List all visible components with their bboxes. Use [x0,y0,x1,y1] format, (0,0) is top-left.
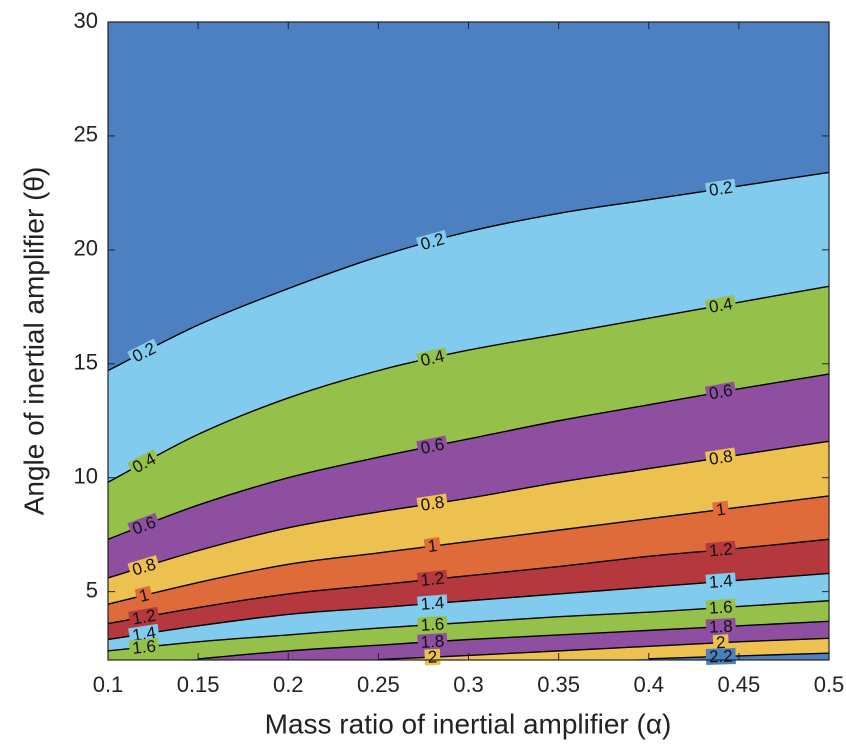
contour-label-group: 1.2 [705,539,737,560]
contour-label-group: 0.4 [704,294,737,317]
y-tick-label: 15 [74,350,98,375]
contour-label-gap [705,540,737,560]
contour-label-group: 1.8 [417,632,448,652]
contour-label-gap [127,512,161,539]
contour-label-gap [416,229,449,254]
contour-label-group: 1.2 [416,569,449,590]
contour-label: 0.4 [419,346,446,370]
contour-label: 2 [427,647,437,666]
contour-label: 0.2 [708,178,734,200]
contour-label-gap [712,500,730,519]
contour-line [378,637,829,660]
contour-label-group: 0.4 [416,346,449,370]
contour-label-gap [704,178,737,199]
contour-label-group: 0.8 [416,493,449,515]
contour-label-gap [417,594,448,613]
contour-label-group: 1 [712,500,730,520]
contour-label: 0.8 [419,493,445,515]
contour-label-group: 0.8 [704,446,737,469]
contour-label-group: 0.2 [704,178,737,200]
contour-label-gap [424,648,441,666]
contour-label-group: 0.6 [416,435,449,458]
contour-label: 1 [427,536,439,556]
contour-label-gap [712,634,729,652]
axes: 0.1 0.15 0.2 0.25 0.3 0.35 0.4 0.45 0.5 5 10 15 20 25… [74,8,845,697]
contour-label: 1.4 [708,571,733,592]
contour-labels: 0.20.20.20.40.40.40.60.60.60.80.80.81111… [127,178,737,667]
contour-label: 1.6 [420,614,445,634]
x-tick-label: 0.15 [177,672,220,697]
contour-label: 1.6 [708,597,733,617]
contour-label-gap [128,606,161,628]
x-axis-label: Mass ratio of inertial amplifier (α) [265,708,672,739]
contour-label: 1.6 [131,637,156,658]
x-tick-label: 0.1 [93,672,124,697]
y-tick-label: 10 [74,464,98,489]
x-tick-label: 0.35 [537,672,580,697]
y-tick-label: 25 [74,122,98,147]
contour-label-gap [417,615,448,634]
contour-label-group: 1.4 [417,593,448,614]
x-tick-label: 0.25 [357,672,400,697]
contour-label: 0.8 [708,446,734,468]
contour-label-group: 1.6 [417,614,448,635]
contour-label-gap [416,493,449,514]
contour-label: 1 [137,585,151,606]
y-tick-label: 30 [74,8,98,33]
contour-label-group: 1 [134,585,154,606]
contour-label: 0.4 [708,294,735,317]
contour-label-gap [127,449,161,478]
contour-label-gap [127,338,161,367]
y-tick-label: 20 [74,236,98,261]
contour-label-gap [704,294,737,316]
contour-label-group: 2 [712,633,729,652]
contour-label: 0.6 [419,435,446,458]
contour-label-gap [134,585,154,606]
contour-label-gap [705,598,737,617]
contour-label-gap [127,555,161,579]
x-tick-label: 0.3 [453,672,484,697]
contour-label-gap [417,632,448,651]
contour-label-gap [704,381,737,403]
contour-label: 1.2 [131,606,158,629]
contour-label: 1.8 [709,617,734,637]
contour-label-group: 2.2 [705,647,736,667]
contour-label: 0.6 [708,381,735,404]
contour-label: 2.2 [709,647,733,667]
contour-label: 1.8 [420,632,445,652]
contour-label-gap [416,435,449,458]
contour-label-group: 1 [423,536,442,556]
contour-label-gap [704,447,737,468]
x-tick-label: 0.5 [814,672,845,697]
contour-label-group: 1.6 [705,597,737,618]
x-tick-label: 0.4 [633,672,664,697]
contour-label-group: 2 [424,647,441,667]
contour-label: 1.2 [420,569,445,590]
contour-label: 2 [716,633,726,652]
contour-label-gap [705,617,737,636]
contour-label-group: 1.6 [128,637,160,658]
contour-label-group: 0.6 [704,381,737,404]
contour-label: 1.4 [420,593,445,614]
y-tick-label: 5 [86,577,98,602]
contour-label-gap [128,637,160,657]
contour-label-group: 1.8 [705,617,737,637]
contour-line [108,495,829,605]
y-axis-label: Angle of inertial amplifier (θ) [18,167,49,516]
plot-area [108,22,829,660]
contour-label-group: 1.2 [128,606,161,629]
contour-label-gap [416,569,449,589]
contour-label-gap [705,648,736,665]
contour-label: 1.2 [708,539,733,560]
x-tick-label: 0.2 [273,672,304,697]
contour-label-gap [416,347,449,370]
contour-label-group: 1.4 [705,571,737,592]
contour-label-gap [423,537,442,555]
contour-label-gap [705,572,737,591]
contour-label: 1 [715,500,727,520]
x-tick-label: 0.45 [717,672,760,697]
